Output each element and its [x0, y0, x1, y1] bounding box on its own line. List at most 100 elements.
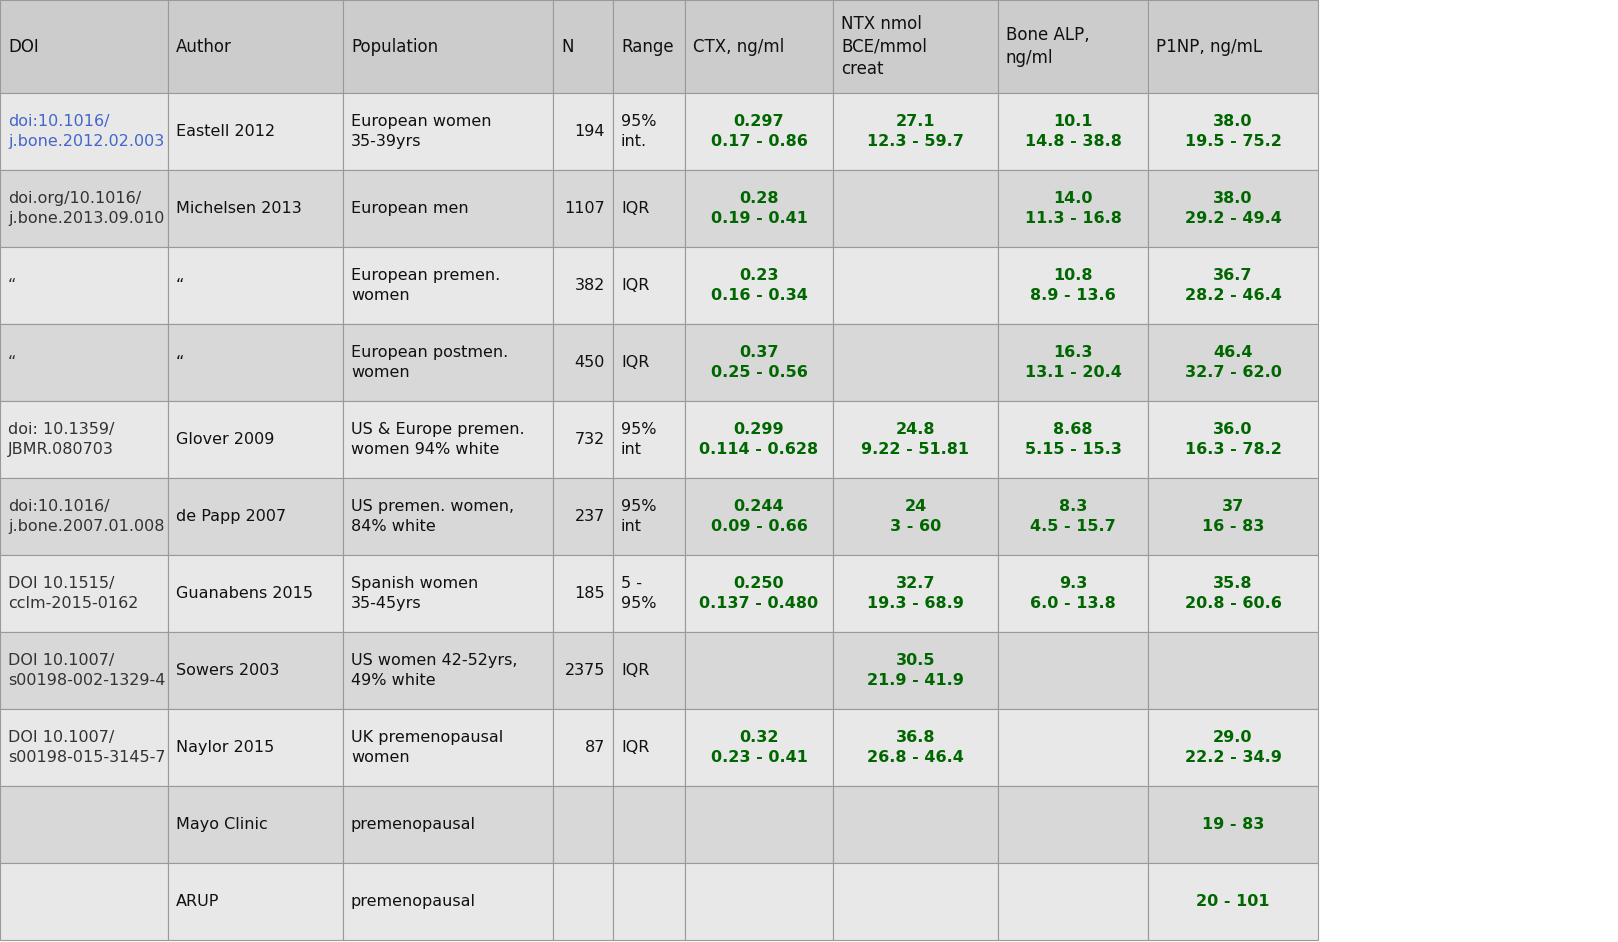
Text: Mayo Clinic: Mayo Clinic — [176, 817, 267, 832]
Bar — [684, 786, 833, 863]
Bar — [998, 863, 1149, 940]
Text: 9.3
6.0 - 13.8: 9.3 6.0 - 13.8 — [1031, 577, 1116, 610]
Text: 46.4
32.7 - 62.0: 46.4 32.7 - 62.0 — [1184, 346, 1281, 380]
Text: 24
3 - 60: 24 3 - 60 — [890, 499, 942, 533]
Text: IQR: IQR — [621, 278, 649, 293]
Bar — [613, 555, 684, 632]
Bar — [684, 170, 833, 247]
Bar — [613, 93, 684, 170]
Text: European postmen.
women: European postmen. women — [351, 346, 508, 380]
Bar — [343, 555, 553, 632]
Bar — [1149, 170, 1319, 247]
Text: 14.0
11.3 - 16.8: 14.0 11.3 - 16.8 — [1024, 191, 1121, 225]
Bar — [684, 863, 833, 940]
Bar — [833, 709, 998, 786]
Bar — [684, 324, 833, 401]
Text: doi: 10.1359/
JBMR.080703: doi: 10.1359/ JBMR.080703 — [8, 422, 115, 457]
Text: Naylor 2015: Naylor 2015 — [176, 740, 273, 755]
Bar — [168, 632, 343, 709]
Text: Bone ALP,
ng/ml: Bone ALP, ng/ml — [1006, 26, 1089, 67]
Bar — [553, 555, 613, 632]
Text: 0.250
0.137 - 0.480: 0.250 0.137 - 0.480 — [699, 577, 819, 610]
Bar — [613, 0, 684, 93]
Bar — [833, 786, 998, 863]
Text: DOI: DOI — [8, 38, 39, 56]
Bar — [684, 478, 833, 555]
Bar — [0, 247, 168, 324]
Text: DOI 10.1007/
s00198-002-1329-4: DOI 10.1007/ s00198-002-1329-4 — [8, 654, 165, 688]
Text: DOI 10.1515/
cclm-2015-0162: DOI 10.1515/ cclm-2015-0162 — [8, 577, 139, 610]
Text: de Papp 2007: de Papp 2007 — [176, 509, 286, 524]
Text: 37
16 - 83: 37 16 - 83 — [1202, 499, 1264, 533]
Bar — [998, 0, 1149, 93]
Text: IQR: IQR — [621, 740, 649, 755]
Bar — [684, 0, 833, 93]
Text: 237: 237 — [574, 509, 605, 524]
Bar — [998, 632, 1149, 709]
Bar — [1149, 709, 1319, 786]
Text: IQR: IQR — [621, 355, 649, 370]
Bar — [684, 93, 833, 170]
Text: NTX nmol
BCE/mmol
creat: NTX nmol BCE/mmol creat — [841, 14, 927, 78]
Text: Author: Author — [176, 38, 231, 56]
Text: Spanish women
35-45yrs: Spanish women 35-45yrs — [351, 577, 479, 610]
Bar — [343, 93, 553, 170]
Bar — [0, 555, 168, 632]
Text: doi.org/10.1016/
j.bone.2013.09.010: doi.org/10.1016/ j.bone.2013.09.010 — [8, 191, 165, 225]
Text: IQR: IQR — [621, 201, 649, 216]
Bar — [613, 170, 684, 247]
Bar — [1149, 786, 1319, 863]
Text: 38.0
29.2 - 49.4: 38.0 29.2 - 49.4 — [1184, 191, 1281, 225]
Text: CTX, ng/ml: CTX, ng/ml — [693, 38, 785, 56]
Text: “: “ — [8, 355, 16, 370]
Bar — [998, 247, 1149, 324]
Bar — [1149, 863, 1319, 940]
Text: US women 42-52yrs,
49% white: US women 42-52yrs, 49% white — [351, 654, 518, 688]
Bar — [553, 863, 613, 940]
Text: “: “ — [8, 278, 16, 293]
Bar — [553, 478, 613, 555]
Bar — [684, 632, 833, 709]
Text: 27.1
12.3 - 59.7: 27.1 12.3 - 59.7 — [867, 114, 964, 149]
Text: premenopausal: premenopausal — [351, 817, 476, 832]
Text: 10.8
8.9 - 13.6: 10.8 8.9 - 13.6 — [1031, 268, 1116, 302]
Text: 732: 732 — [574, 432, 605, 447]
Bar — [833, 247, 998, 324]
Bar — [0, 478, 168, 555]
Text: Sowers 2003: Sowers 2003 — [176, 663, 280, 678]
Bar — [613, 401, 684, 478]
Bar — [168, 863, 343, 940]
Bar — [1149, 324, 1319, 401]
Bar — [168, 170, 343, 247]
Bar — [833, 401, 998, 478]
Bar — [998, 555, 1149, 632]
Text: 95%
int: 95% int — [621, 499, 657, 533]
Text: 1107: 1107 — [565, 201, 605, 216]
Text: 32.7
19.3 - 68.9: 32.7 19.3 - 68.9 — [867, 577, 964, 610]
Text: 8.68
5.15 - 15.3: 8.68 5.15 - 15.3 — [1024, 422, 1121, 457]
Bar — [343, 0, 553, 93]
Bar — [1149, 93, 1319, 170]
Text: N: N — [561, 38, 573, 56]
Bar — [998, 93, 1149, 170]
Text: European men: European men — [351, 201, 469, 216]
Text: “: “ — [176, 355, 184, 370]
Bar — [0, 170, 168, 247]
Bar — [833, 0, 998, 93]
Bar — [833, 170, 998, 247]
Bar — [684, 401, 833, 478]
Bar — [613, 324, 684, 401]
Text: 0.297
0.17 - 0.86: 0.297 0.17 - 0.86 — [710, 114, 807, 149]
Text: Guanabens 2015: Guanabens 2015 — [176, 586, 312, 601]
Bar — [998, 786, 1149, 863]
Text: 8.3
4.5 - 15.7: 8.3 4.5 - 15.7 — [1031, 499, 1116, 533]
Bar — [684, 555, 833, 632]
Bar — [1149, 401, 1319, 478]
Bar — [168, 709, 343, 786]
Bar — [833, 93, 998, 170]
Bar — [343, 786, 553, 863]
Text: 2375: 2375 — [565, 663, 605, 678]
Text: 0.23
0.16 - 0.34: 0.23 0.16 - 0.34 — [710, 268, 807, 302]
Text: 95%
int.: 95% int. — [621, 114, 657, 149]
Text: US premen. women,
84% white: US premen. women, 84% white — [351, 499, 515, 533]
